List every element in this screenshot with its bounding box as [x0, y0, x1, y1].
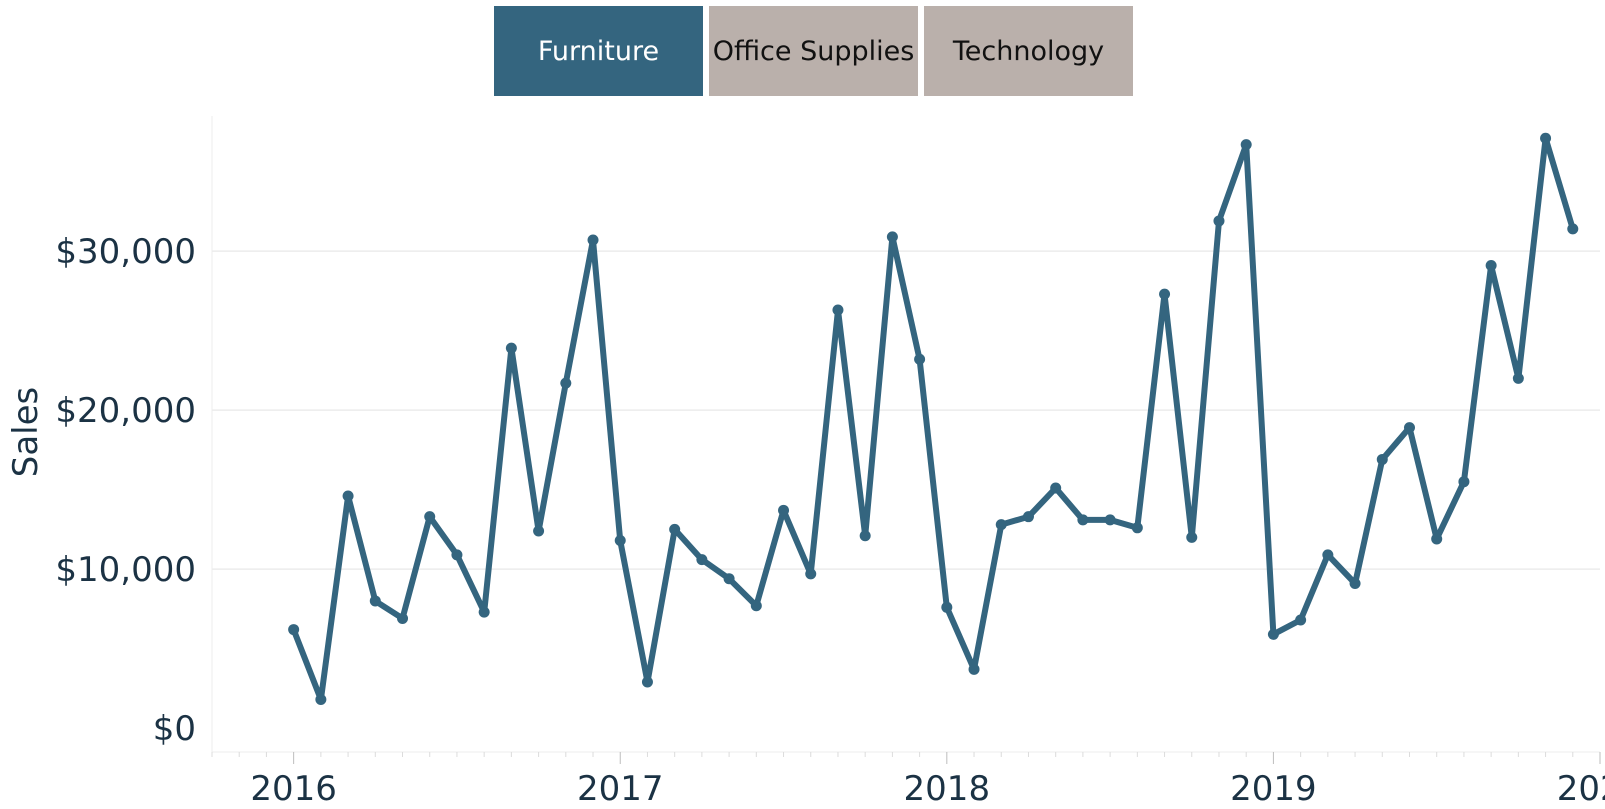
data-point[interactable]	[505, 342, 517, 354]
data-point[interactable]	[669, 523, 681, 535]
data-point[interactable]	[369, 595, 381, 607]
data-point[interactable]	[1403, 422, 1415, 434]
x-tick-label: 2019	[1230, 769, 1317, 809]
data-point[interactable]	[1159, 288, 1171, 300]
data-point[interactable]	[995, 519, 1007, 531]
data-point[interactable]	[696, 554, 708, 566]
data-point[interactable]	[1458, 476, 1470, 488]
data-point[interactable]	[1540, 132, 1552, 144]
series-line	[290, 135, 1576, 703]
x-axis-ticks	[211, 752, 1601, 764]
data-point[interactable]	[750, 600, 762, 612]
data-point[interactable]	[451, 549, 463, 561]
x-axis-labels: 2016 2017 2018 2019 2020	[250, 769, 1605, 809]
data-point[interactable]	[1267, 628, 1279, 640]
data-point[interactable]	[1240, 139, 1252, 151]
tab-technology[interactable]: Technology	[924, 6, 1133, 96]
y-axis-title: Sales	[6, 387, 46, 478]
data-point[interactable]	[805, 568, 817, 580]
series-furniture	[288, 132, 1579, 706]
y-axis-labels: $0 $10,000 $20,000 $30,000	[55, 232, 196, 749]
tab-label: Technology	[952, 35, 1105, 67]
data-point[interactable]	[478, 606, 490, 618]
data-point[interactable]	[778, 504, 790, 516]
tab-label: Office Supplies	[712, 35, 915, 67]
data-point[interactable]	[1485, 259, 1497, 271]
y-tick-label: $30,000	[55, 232, 196, 272]
tab-furniture[interactable]: Furniture	[494, 6, 703, 96]
data-point[interactable]	[533, 525, 545, 537]
data-point[interactable]	[832, 304, 844, 316]
data-point[interactable]	[968, 663, 980, 675]
data-point[interactable]	[424, 511, 436, 523]
data-point[interactable]	[1022, 511, 1034, 523]
data-point[interactable]	[560, 377, 572, 389]
data-point[interactable]	[1213, 215, 1225, 227]
x-tick-label: 2017	[577, 769, 664, 809]
data-point[interactable]	[1077, 514, 1089, 526]
data-point[interactable]	[859, 530, 871, 542]
data-point[interactable]	[315, 694, 327, 706]
data-point[interactable]	[614, 535, 626, 547]
y-tick-label: $0	[153, 709, 196, 749]
category-filter-tabs: Furniture Office Supplies Technology	[494, 6, 1133, 96]
data-point[interactable]	[723, 573, 735, 585]
data-point[interactable]	[1322, 549, 1334, 561]
data-point[interactable]	[1567, 223, 1579, 235]
data-point[interactable]	[1512, 372, 1524, 384]
data-point[interactable]	[886, 231, 898, 243]
data-point[interactable]	[1131, 522, 1143, 534]
y-tick-label: $10,000	[55, 550, 196, 590]
y-tick-label: $20,000	[55, 391, 196, 431]
data-point[interactable]	[1431, 533, 1443, 545]
data-point[interactable]	[941, 601, 953, 613]
data-point[interactable]	[342, 490, 354, 502]
data-point[interactable]	[1186, 531, 1198, 543]
data-point[interactable]	[641, 676, 653, 688]
x-tick-label: 2016	[250, 769, 337, 809]
data-point[interactable]	[587, 234, 599, 246]
data-point[interactable]	[1376, 453, 1388, 465]
data-point[interactable]	[1050, 482, 1062, 494]
data-point[interactable]	[914, 353, 926, 365]
data-point[interactable]	[1104, 514, 1116, 526]
data-point[interactable]	[288, 624, 300, 636]
x-tick-label: 2020	[1557, 769, 1605, 809]
x-tick-label: 2018	[904, 769, 991, 809]
tab-label: Furniture	[537, 35, 660, 67]
data-point[interactable]	[1349, 577, 1361, 589]
gridlines	[212, 250, 1600, 570]
data-point[interactable]	[397, 612, 409, 624]
data-point[interactable]	[1295, 614, 1307, 626]
tab-office-supplies[interactable]: Office Supplies	[709, 6, 918, 96]
